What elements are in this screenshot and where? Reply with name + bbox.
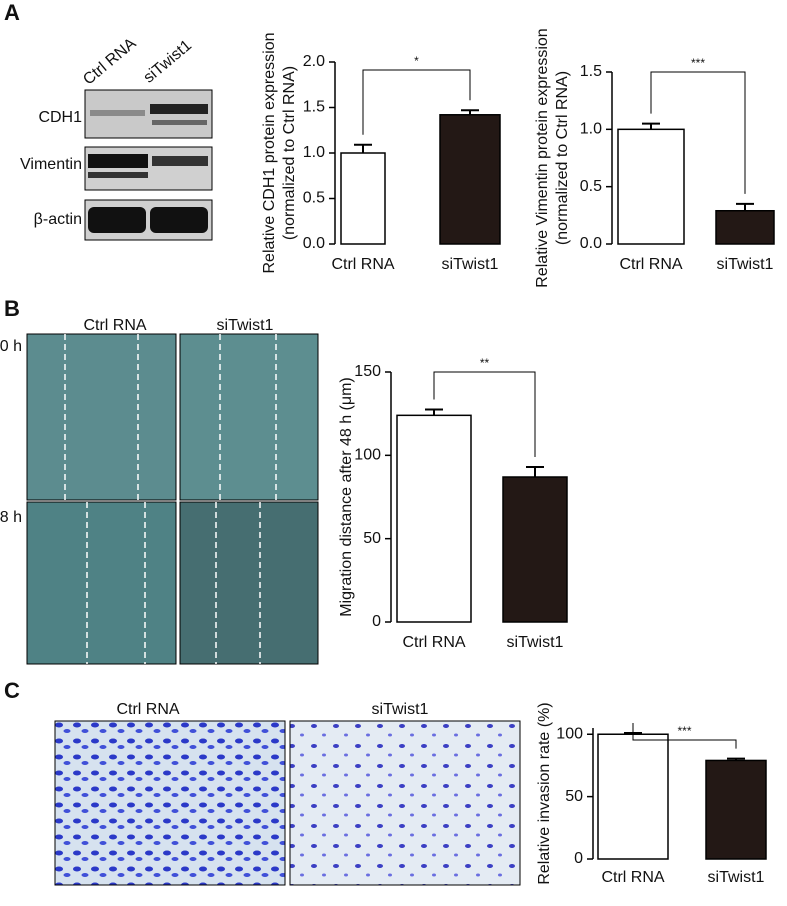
significance-label: ** — [480, 356, 490, 370]
blot-label: Vimentin — [20, 156, 82, 173]
blot — [84, 89, 213, 241]
y-tick-label: 0.0 — [303, 235, 325, 252]
x-tick-label: siTwist1 — [708, 869, 765, 886]
y-tick-label: 0 — [574, 850, 583, 867]
error-bar — [461, 109, 479, 115]
y-tick-label: 50 — [363, 530, 381, 547]
x-tick-label: siTwist1 — [507, 634, 564, 651]
wound-images — [26, 333, 319, 665]
y-axis-label: Migration distance after 48 h (μm) — [338, 377, 355, 617]
y-tick-label: 1.0 — [303, 144, 325, 161]
y-tick-label: 0.0 — [580, 235, 602, 252]
significance-bracket — [632, 722, 737, 749]
significance-label: *** — [691, 56, 705, 70]
invasion-image — [54, 720, 286, 886]
panel-label: B — [4, 296, 20, 321]
error-bar — [727, 757, 745, 761]
error-bar — [736, 202, 754, 211]
blot-label: β-actin — [34, 211, 82, 228]
bar — [396, 414, 472, 623]
y-tick-label: 100 — [556, 725, 583, 742]
significance-label: *** — [677, 724, 691, 738]
y-axis-label: (normalized to Ctrl RNA) — [281, 66, 298, 240]
y-tick-label: 2.0 — [303, 53, 325, 70]
bar — [502, 476, 568, 623]
blot-label: CDH1 — [38, 109, 82, 126]
error-bar — [526, 466, 544, 477]
bar — [617, 128, 685, 245]
bar — [715, 209, 775, 245]
x-tick-label: Ctrl RNA — [619, 256, 682, 273]
y-tick-label: 150 — [354, 363, 381, 380]
significance-bracket — [433, 371, 536, 457]
lane-label: Ctrl RNA — [80, 35, 140, 89]
image-column-label: Ctrl RNA — [83, 317, 146, 334]
panel-label: A — [4, 0, 20, 25]
significance-bracket — [650, 71, 746, 194]
y-tick-label: 50 — [565, 788, 583, 805]
image-row-label: 0 h — [0, 338, 22, 355]
y-tick-label: 1.5 — [580, 63, 602, 80]
y-axis-label: Relative invasion rate (%) — [536, 702, 553, 884]
error-bar — [642, 122, 660, 130]
invasion-image — [289, 720, 521, 886]
image-row-label: 48 h — [0, 509, 22, 526]
y-tick-label: 100 — [354, 447, 381, 464]
x-tick-label: siTwist1 — [717, 256, 774, 273]
bar — [439, 114, 501, 245]
bar — [705, 759, 767, 860]
panel-label: C — [4, 678, 20, 703]
y-axis-label: Relative Vimentin protein expression — [534, 28, 551, 287]
y-tick-label: 1.0 — [580, 121, 602, 138]
bar — [597, 733, 669, 860]
significance-label: * — [414, 54, 419, 68]
x-tick-label: Ctrl RNA — [601, 869, 664, 886]
y-tick-label: 0 — [372, 613, 381, 630]
image-column-label: siTwist1 — [217, 317, 274, 334]
image-column-label: Ctrl RNA — [116, 701, 179, 718]
image-column-label: siTwist1 — [372, 701, 429, 718]
bar — [340, 152, 386, 245]
x-tick-label: Ctrl RNA — [402, 634, 465, 651]
y-tick-label: 0.5 — [303, 190, 325, 207]
error-bar — [354, 143, 372, 153]
lane-label: siTwist1 — [141, 37, 196, 87]
error-bar — [425, 408, 443, 416]
x-tick-label: siTwist1 — [442, 256, 499, 273]
x-tick-label: Ctrl RNA — [331, 256, 394, 273]
y-tick-label: 0.5 — [580, 178, 602, 195]
y-tick-label: 1.5 — [303, 99, 325, 116]
y-axis-label: Relative CDH1 protein expression — [261, 33, 278, 274]
y-axis-label: (normalized to Ctrl RNA) — [554, 71, 571, 245]
significance-bracket — [362, 69, 471, 135]
